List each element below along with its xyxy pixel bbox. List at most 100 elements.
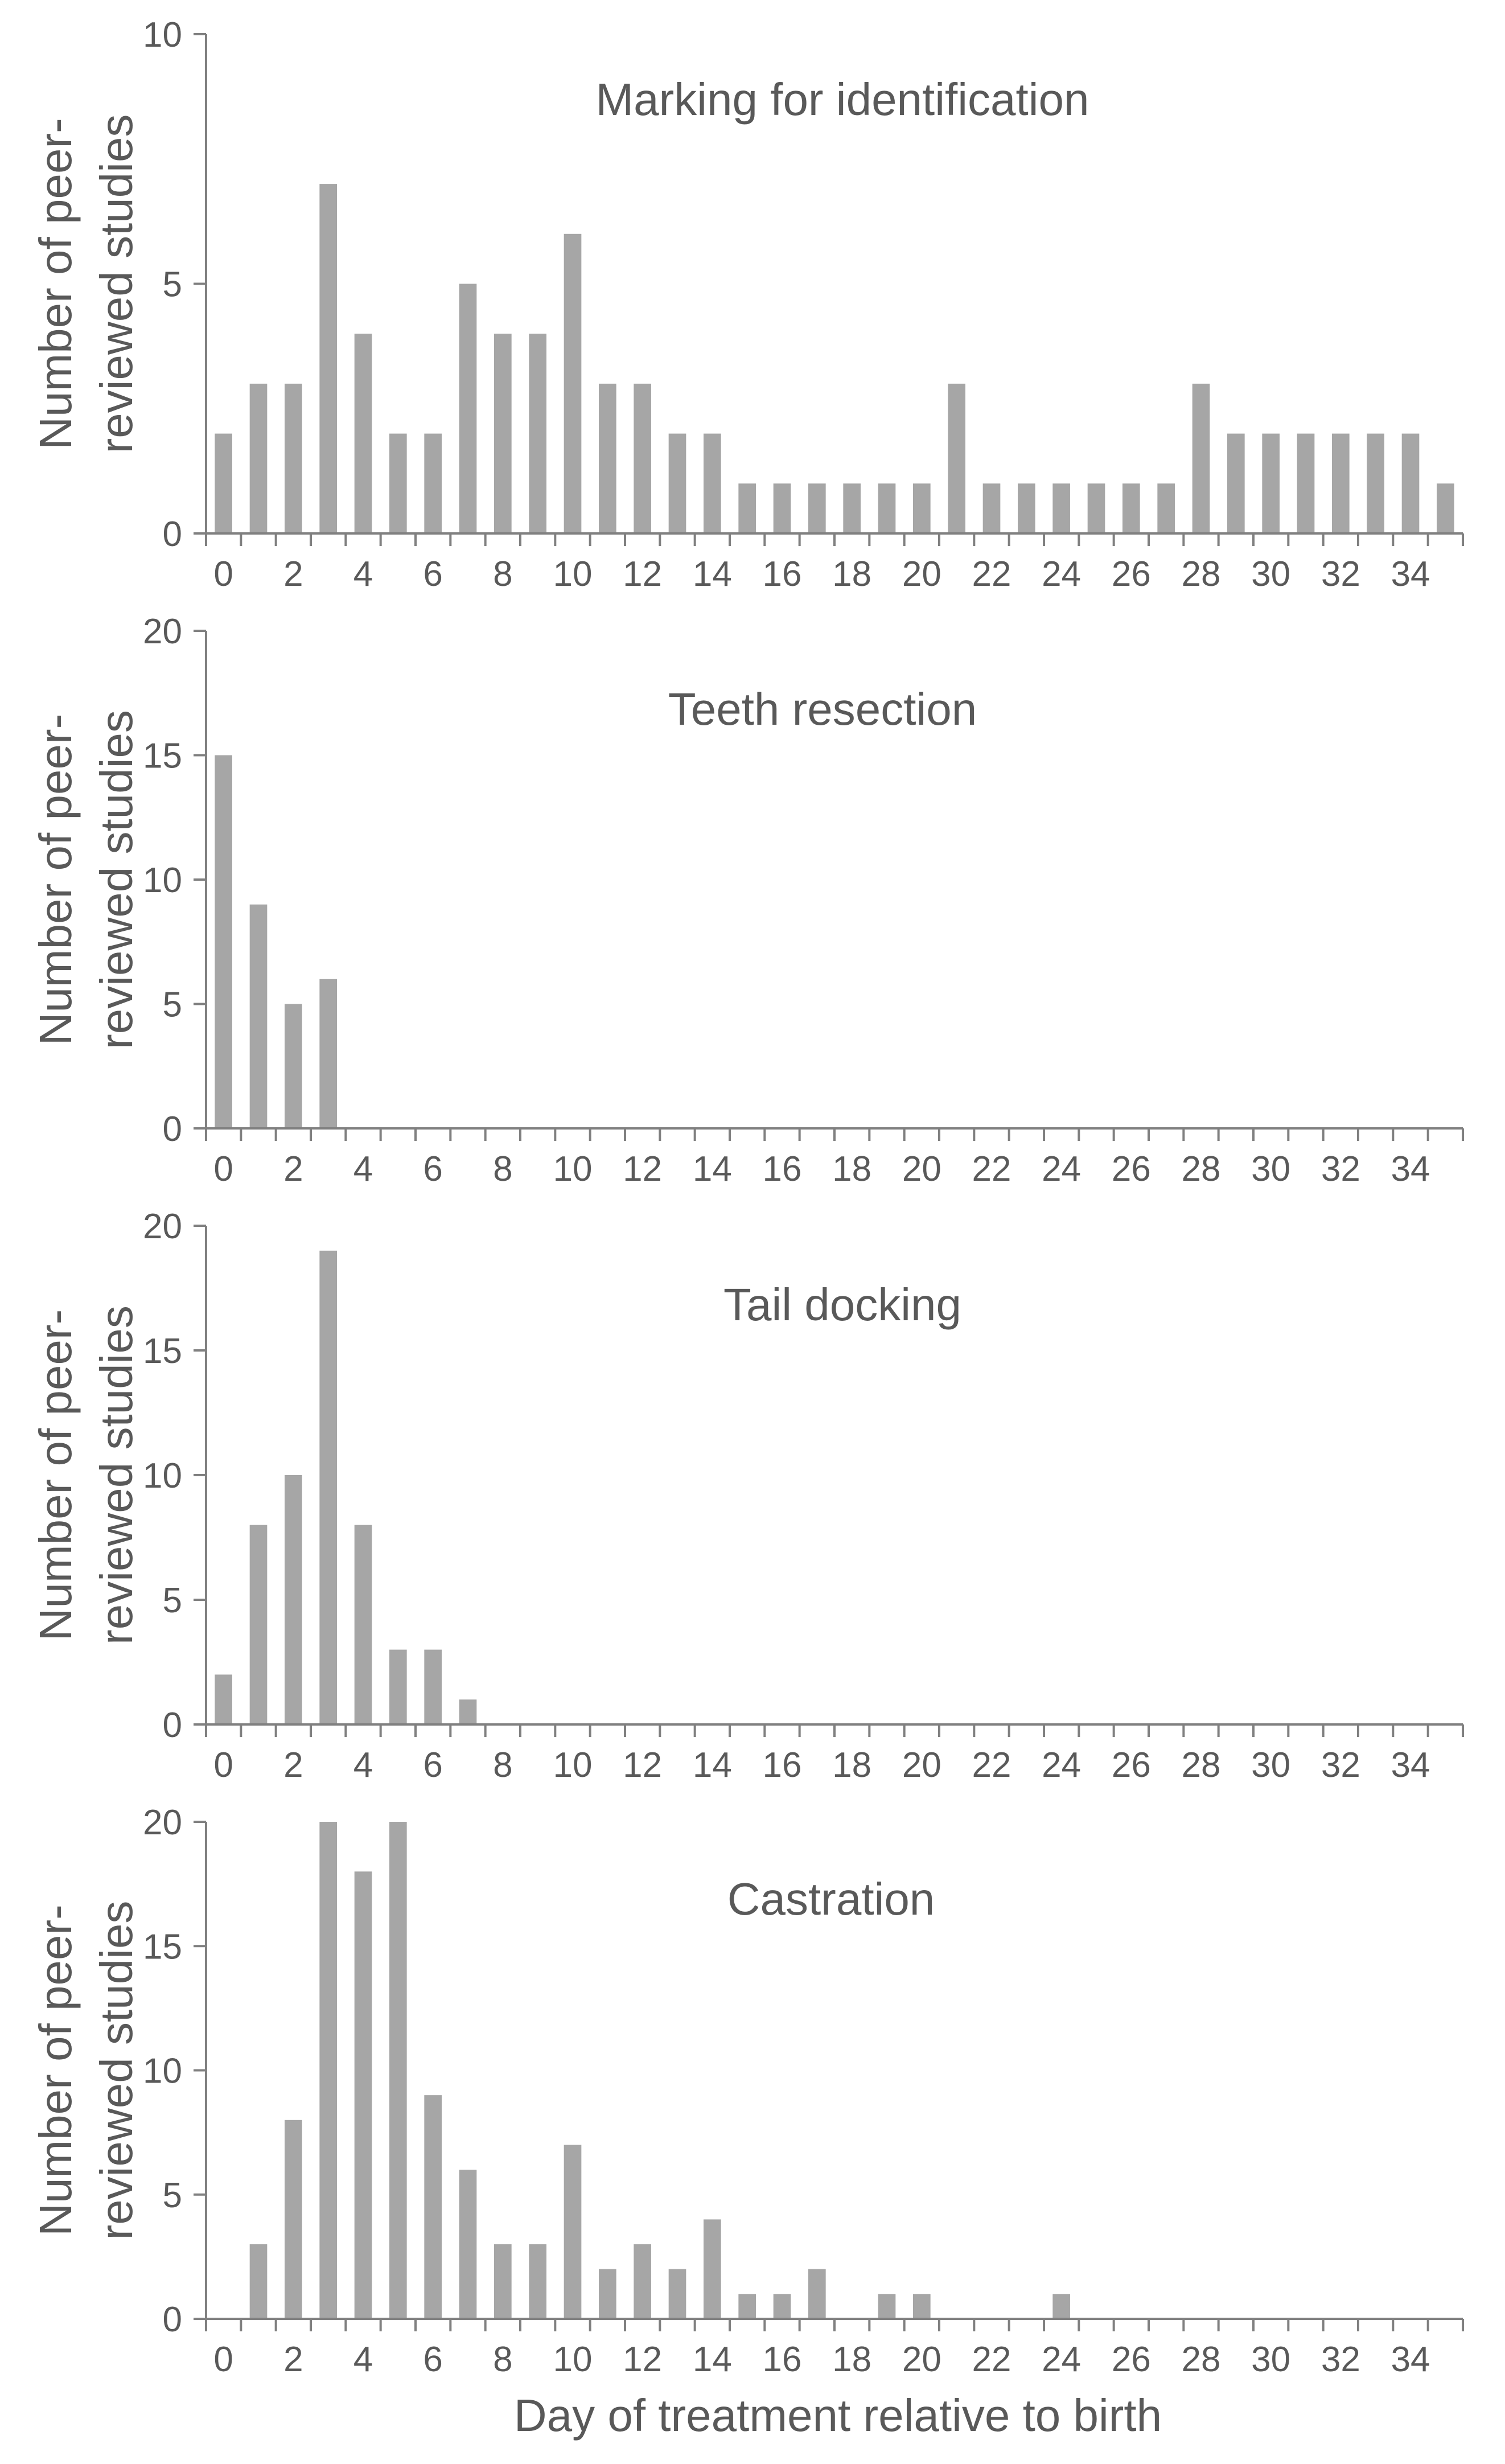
bar-day-15 <box>738 483 756 533</box>
bar-day-0 <box>215 755 232 1128</box>
bar-day-6 <box>424 2095 442 2319</box>
x-tick-label: 12 <box>623 555 662 594</box>
x-tick-label: 18 <box>832 1746 871 1785</box>
x-tick-label: 20 <box>902 555 941 594</box>
x-tick-label: 18 <box>832 1149 871 1189</box>
y-tick-label: 0 <box>163 2300 182 2339</box>
bar-day-16 <box>773 2294 791 2319</box>
x-tick-label: 14 <box>693 2340 732 2379</box>
bar-day-7 <box>459 284 477 533</box>
bar-day-17 <box>808 483 826 533</box>
x-tick-label: 2 <box>283 1746 303 1785</box>
bar-day-4 <box>354 334 372 533</box>
x-tick-label: 4 <box>353 1149 373 1189</box>
x-tick-label: 10 <box>553 1149 593 1189</box>
bar-day-23 <box>1018 483 1035 533</box>
bar-day-3 <box>319 1250 337 1724</box>
bar-day-1 <box>249 383 268 533</box>
x-tick-label: 0 <box>213 1149 233 1189</box>
bar-day-5 <box>389 1822 407 2319</box>
bar-day-17 <box>808 2269 826 2319</box>
bar-day-33 <box>1367 433 1384 533</box>
x-tick-label: 2 <box>283 555 303 594</box>
x-tick-label: 30 <box>1251 1746 1290 1785</box>
bar-day-15 <box>738 2294 756 2319</box>
x-tick-label: 10 <box>553 555 593 594</box>
bar-day-2 <box>285 2120 302 2319</box>
bar-day-5 <box>389 433 407 533</box>
x-tick-label: 12 <box>623 1149 662 1189</box>
x-tick-label: 2 <box>283 2340 303 2379</box>
y-axis-label-line-2: reviewed studies <box>91 1901 142 2240</box>
bar-day-31 <box>1297 433 1315 533</box>
x-tick-label: 12 <box>623 1746 662 1785</box>
y-tick-label: 0 <box>163 1706 182 1745</box>
x-axis-label: Day of treatment relative to birth <box>514 2390 1162 2441</box>
y-axis-label-line-2: reviewed studies <box>91 114 142 454</box>
bar-day-9 <box>529 334 546 533</box>
x-tick-label: 34 <box>1391 1149 1430 1189</box>
y-tick-label: 15 <box>143 1927 182 1966</box>
x-tick-label: 10 <box>553 2340 593 2379</box>
x-tick-label: 26 <box>1112 1149 1151 1189</box>
panel-title: Castration <box>727 1874 935 1924</box>
y-axis-label-line-2: reviewed studies <box>91 710 142 1049</box>
bar-day-24 <box>1052 483 1070 533</box>
x-tick-label: 10 <box>553 1746 593 1785</box>
y-tick-label: 5 <box>163 985 182 1025</box>
x-tick-label: 32 <box>1321 1149 1360 1189</box>
x-tick-label: 34 <box>1391 2340 1430 2379</box>
y-tick-label: 10 <box>143 861 182 900</box>
bar-day-4 <box>354 1871 372 2319</box>
x-tick-label: 16 <box>763 1149 802 1189</box>
x-tick-label: 16 <box>763 2340 802 2379</box>
x-tick-label: 4 <box>353 2340 373 2379</box>
bar-day-8 <box>494 334 512 533</box>
panel-title: Tail docking <box>723 1279 961 1330</box>
bar-day-13 <box>668 433 686 533</box>
x-tick-label: 30 <box>1251 555 1290 594</box>
y-axis-label-line-2: reviewed studies <box>91 1305 142 1645</box>
bar-day-1 <box>249 2244 268 2319</box>
panel-title: Teeth resection <box>668 684 977 734</box>
bar-day-10 <box>564 2145 582 2319</box>
x-tick-label: 0 <box>213 555 233 594</box>
bar-day-30 <box>1262 433 1280 533</box>
bar-day-3 <box>319 979 337 1128</box>
bar-day-5 <box>389 1649 407 1724</box>
bar-day-13 <box>668 2269 686 2319</box>
bar-day-7 <box>459 2170 477 2319</box>
bar-day-16 <box>773 483 791 533</box>
bar-day-32 <box>1332 433 1350 533</box>
bar-day-27 <box>1157 483 1175 533</box>
y-tick-label: 20 <box>143 1803 182 1842</box>
x-tick-label: 6 <box>423 1746 442 1785</box>
bar-day-22 <box>982 483 1001 533</box>
bar-day-12 <box>634 2244 651 2319</box>
y-tick-label: 5 <box>163 2176 182 2215</box>
bar-day-9 <box>529 2244 546 2319</box>
bar-day-3 <box>319 1822 337 2319</box>
y-axis-label-line-1: Number of peer- <box>30 714 81 1045</box>
x-tick-label: 24 <box>1042 1149 1081 1189</box>
y-tick-label: 20 <box>143 1207 182 1246</box>
bar-day-29 <box>1227 433 1245 533</box>
bar-day-8 <box>494 2244 512 2319</box>
bar-day-19 <box>878 483 896 533</box>
x-tick-label: 20 <box>902 1149 941 1189</box>
x-tick-label: 2 <box>283 1149 303 1189</box>
y-axis-label-line-1: Number of peer- <box>30 118 81 449</box>
x-tick-label: 26 <box>1112 2340 1151 2379</box>
bar-day-20 <box>913 2294 931 2319</box>
y-tick-label: 5 <box>163 265 182 305</box>
x-tick-label: 16 <box>763 1746 802 1785</box>
bar-day-4 <box>354 1525 372 1724</box>
bar-day-25 <box>1087 483 1105 533</box>
bar-day-35 <box>1437 483 1454 533</box>
bar-day-6 <box>424 1649 442 1724</box>
bar-day-10 <box>564 233 582 533</box>
